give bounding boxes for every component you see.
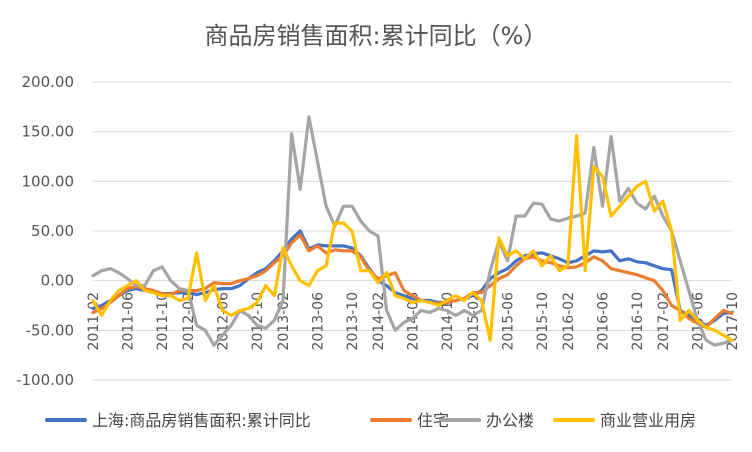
legend-label: 住宅 — [417, 411, 449, 430]
gridlines — [93, 81, 732, 381]
x-tick-label: 2017-02 — [656, 292, 672, 351]
y-tick-label: 150.00 — [22, 123, 75, 141]
legend-label: 上海:商品房销售面积:累计同比 — [92, 411, 311, 430]
x-tick-label: 2014-02 — [371, 292, 387, 351]
legend-label: 商业营业用房 — [600, 411, 696, 430]
y-tick-label: -100.00 — [16, 371, 74, 389]
series-line-3 — [91, 115, 734, 347]
x-tick-label: 2016-02 — [561, 292, 577, 351]
x-tick-label: 2013-06 — [311, 292, 327, 351]
x-tick-label: 2016-06 — [595, 292, 611, 351]
y-tick-label: 50.00 — [31, 222, 74, 240]
y-tick-label: 200.00 — [22, 73, 75, 91]
series-lines — [91, 115, 734, 347]
x-tick-label: 2013-10 — [345, 292, 361, 351]
series-line-1 — [91, 229, 734, 327]
y-tick-label: -50.00 — [26, 321, 74, 339]
y-axis-ticks: 200.00 150.00 100.00 50.00 0.00 -50.00 -100.00 — [16, 73, 74, 389]
legend-label: 办公楼 — [486, 411, 534, 430]
y-tick-label: 100.00 — [22, 172, 75, 190]
x-tick-label: 2014-06 — [406, 292, 422, 351]
chart-title: 商品房销售面积:累计同比（%） — [205, 22, 548, 50]
x-tick-label: 2011-06 — [121, 292, 137, 351]
series-line-4 — [91, 134, 734, 342]
legend: 上海:商品房销售面积:累计同比 住宅 办公楼 商业营业用房 — [45, 411, 696, 430]
x-tick-label: 2012-10 — [250, 292, 266, 351]
x-tick-label: 2011-10 — [155, 292, 171, 351]
series-line-2 — [91, 233, 734, 329]
y-tick-label: 0.00 — [41, 272, 74, 290]
x-tick-label: 2017-10 — [725, 292, 741, 351]
x-tick-label: 2016-10 — [630, 292, 646, 351]
x-tick-label: 2014-10 — [440, 292, 456, 351]
x-tick-label: 2015-06 — [500, 292, 516, 351]
x-tick-label: 2015-10 — [535, 292, 551, 351]
x-tick-label: 2015-02 — [466, 292, 482, 351]
